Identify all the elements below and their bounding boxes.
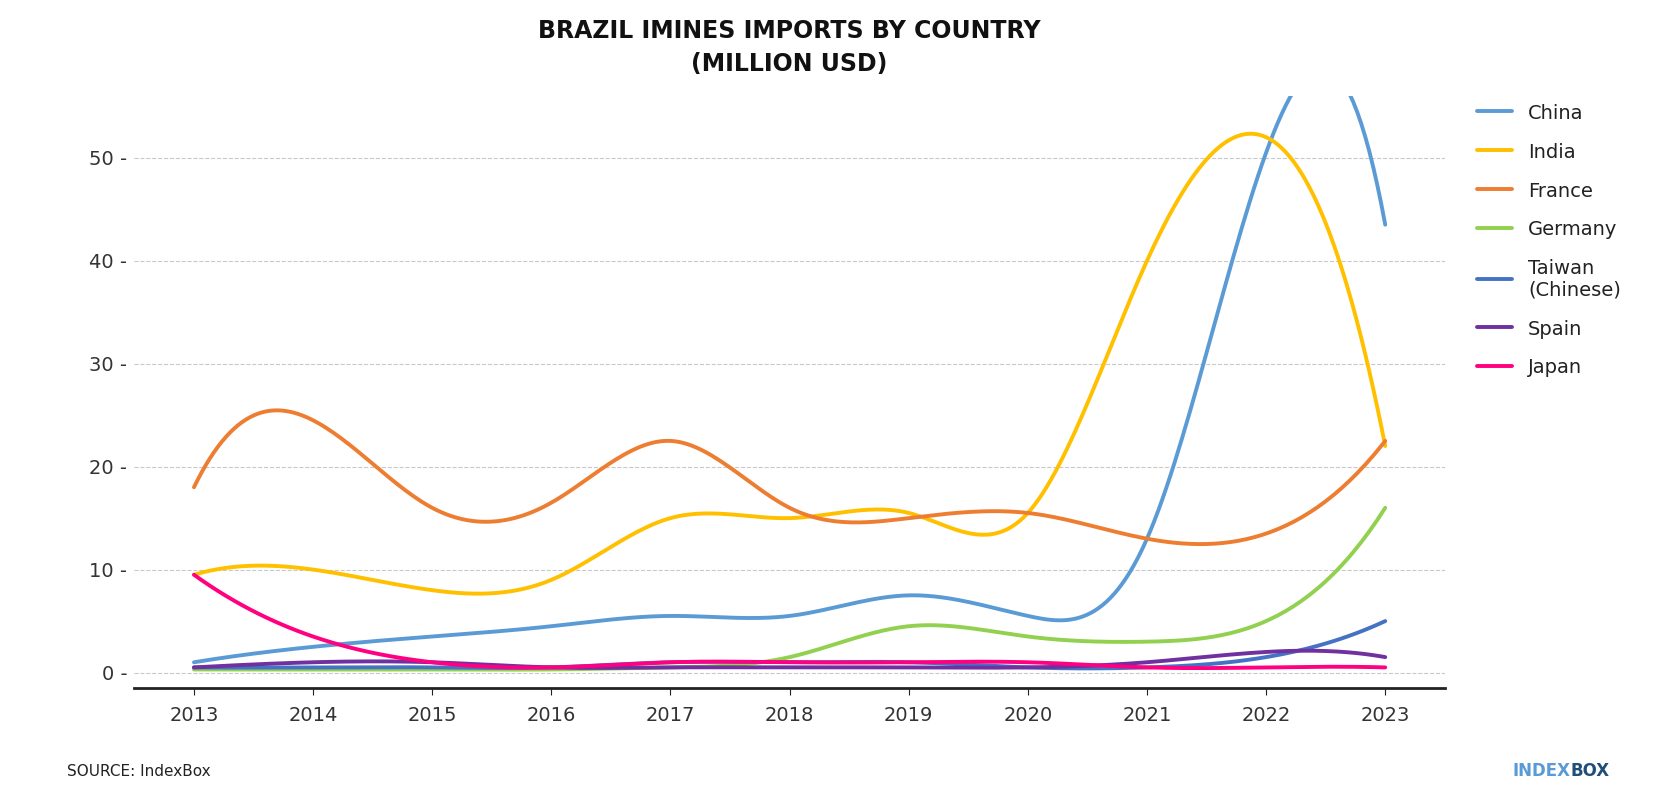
Spain <box>917 662 937 672</box>
China <box>183 658 203 667</box>
Spain <box>188 662 208 672</box>
Japan <box>188 573 208 582</box>
India <box>188 569 208 578</box>
India <box>917 514 937 524</box>
France <box>897 514 917 523</box>
France <box>1272 522 1292 532</box>
China <box>1312 62 1332 71</box>
Line: China: China <box>193 66 1386 662</box>
Text: BOX: BOX <box>1571 762 1609 780</box>
Legend: China, India, France, Germany, Taiwan
(Chinese), Spain, Japan: China, India, France, Germany, Taiwan (C… <box>1468 94 1631 387</box>
Japan <box>1268 662 1289 672</box>
Text: SOURCE: IndexBox: SOURCE: IndexBox <box>67 764 210 779</box>
Japan <box>1376 662 1396 672</box>
France <box>1196 539 1216 549</box>
Taiwan
(Chinese) <box>188 662 208 672</box>
India <box>467 589 487 598</box>
Japan <box>889 658 909 667</box>
Germany <box>1376 503 1396 513</box>
China <box>1263 128 1284 138</box>
Spain <box>586 663 606 673</box>
China <box>889 591 909 601</box>
Line: Taiwan
(Chinese): Taiwan (Chinese) <box>193 621 1386 668</box>
Taiwan
(Chinese) <box>889 658 909 667</box>
Spain <box>183 662 203 672</box>
Spain <box>1376 652 1396 662</box>
France <box>1191 539 1211 549</box>
Japan <box>1191 663 1211 673</box>
India <box>1240 129 1260 138</box>
China <box>912 590 932 600</box>
Japan <box>183 570 203 579</box>
Germany <box>897 622 917 631</box>
Taiwan
(Chinese) <box>1191 660 1211 670</box>
Title: BRAZIL IMINES IMPORTS BY COUNTRY
(MILLION USD): BRAZIL IMINES IMPORTS BY COUNTRY (MILLIO… <box>538 18 1042 76</box>
Line: India: India <box>193 134 1386 594</box>
Taiwan
(Chinese) <box>1077 663 1097 673</box>
Germany <box>894 622 914 632</box>
China <box>894 590 914 600</box>
India <box>1191 160 1211 170</box>
Germany <box>1268 610 1289 620</box>
Taiwan
(Chinese) <box>1376 616 1396 626</box>
France <box>917 511 937 521</box>
India <box>1376 442 1396 451</box>
Taiwan
(Chinese) <box>912 658 932 667</box>
Spain <box>1191 653 1211 662</box>
Line: Japan: Japan <box>193 574 1386 668</box>
Taiwan
(Chinese) <box>894 658 914 667</box>
India <box>894 507 914 517</box>
Germany <box>188 665 208 674</box>
Spain <box>1295 646 1315 655</box>
Taiwan
(Chinese) <box>1268 650 1289 660</box>
Germany <box>183 665 203 674</box>
Line: Spain: Spain <box>193 650 1386 668</box>
Text: INDEX: INDEX <box>1512 762 1571 780</box>
China <box>188 657 208 666</box>
Spain <box>894 662 914 672</box>
Spain <box>1268 646 1289 656</box>
India <box>183 570 203 579</box>
France <box>188 474 208 484</box>
Line: France: France <box>193 410 1386 544</box>
China <box>1376 220 1396 230</box>
France <box>183 482 203 492</box>
Germany <box>494 665 514 674</box>
Germany <box>1191 634 1211 643</box>
India <box>1272 143 1292 153</box>
Spain <box>897 662 917 672</box>
Japan <box>894 658 914 667</box>
Germany <box>917 621 937 630</box>
France <box>894 514 914 524</box>
Japan <box>1188 663 1208 673</box>
India <box>897 508 917 518</box>
Line: Germany: Germany <box>193 508 1386 670</box>
France <box>267 406 287 415</box>
France <box>1376 436 1396 446</box>
Japan <box>912 658 932 667</box>
Taiwan
(Chinese) <box>183 662 203 672</box>
China <box>1188 378 1208 388</box>
